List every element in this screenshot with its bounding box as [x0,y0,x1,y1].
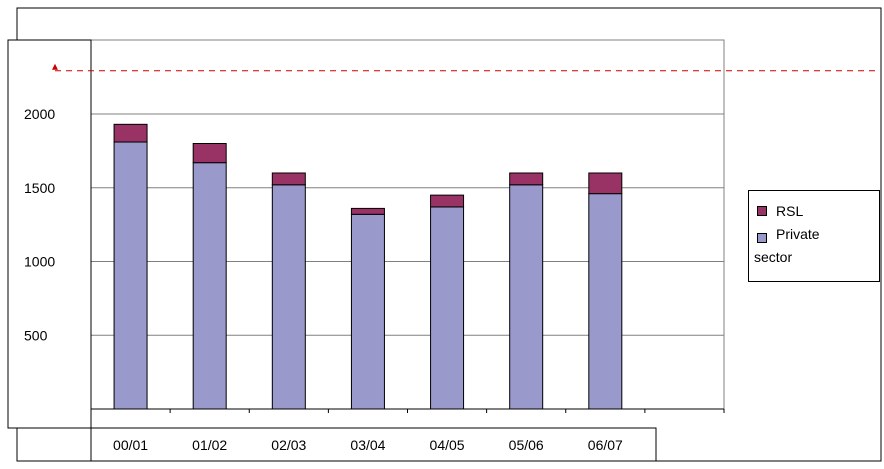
y-tick-labels: 500 1000 1500 2000 [24,106,55,343]
bar-private-sector [192,162,227,410]
x-tick-label: 06/07 [588,437,623,453]
x-tick-label: 04/05 [430,437,465,453]
x-tick-label: 05/06 [509,437,544,453]
bar-private-sector [588,193,623,410]
legend-label-rsl: RSL [776,203,804,219]
bar-private-sector [271,184,306,410]
bar-rsl [113,123,148,143]
y-tick-label: 2000 [24,106,55,122]
bar-private-sector [430,206,465,410]
x-tick-label: 00/01 [113,437,148,453]
bar-rsl [271,172,306,186]
x-axis-ticks [90,409,725,413]
bar-private-sector [350,213,385,410]
x-axis-panel [90,427,657,462]
bar-rsl [192,143,227,164]
plot-area [90,39,725,410]
y-tick-label: 500 [24,327,48,343]
legend-swatch-rsl [757,206,767,216]
bar-private-sector [113,141,148,410]
y-tick-label: 1000 [24,254,55,270]
bar-rsl [350,207,385,215]
legend-swatch-private-sector [757,233,767,243]
y-axis-panel [7,39,92,429]
x-tick-label: 02/03 [271,437,306,453]
x-tick-label: 01/02 [192,437,227,453]
y-tick-label: 1500 [24,180,55,196]
reference-marker [52,63,58,70]
x-tick-labels: 00/01 01/02 02/03 03/04 04/05 05/06 06/07 [113,437,623,453]
bar-private-sector [509,184,544,410]
x-tick-label: 03/04 [350,437,385,453]
bar-rsl [588,172,623,195]
bar-rsl [430,194,465,208]
bar-rsl [509,172,544,186]
legend: RSL Private sector [748,190,880,282]
bar-group [113,123,623,410]
legend-label-private-sector: Private sector [754,226,820,265]
